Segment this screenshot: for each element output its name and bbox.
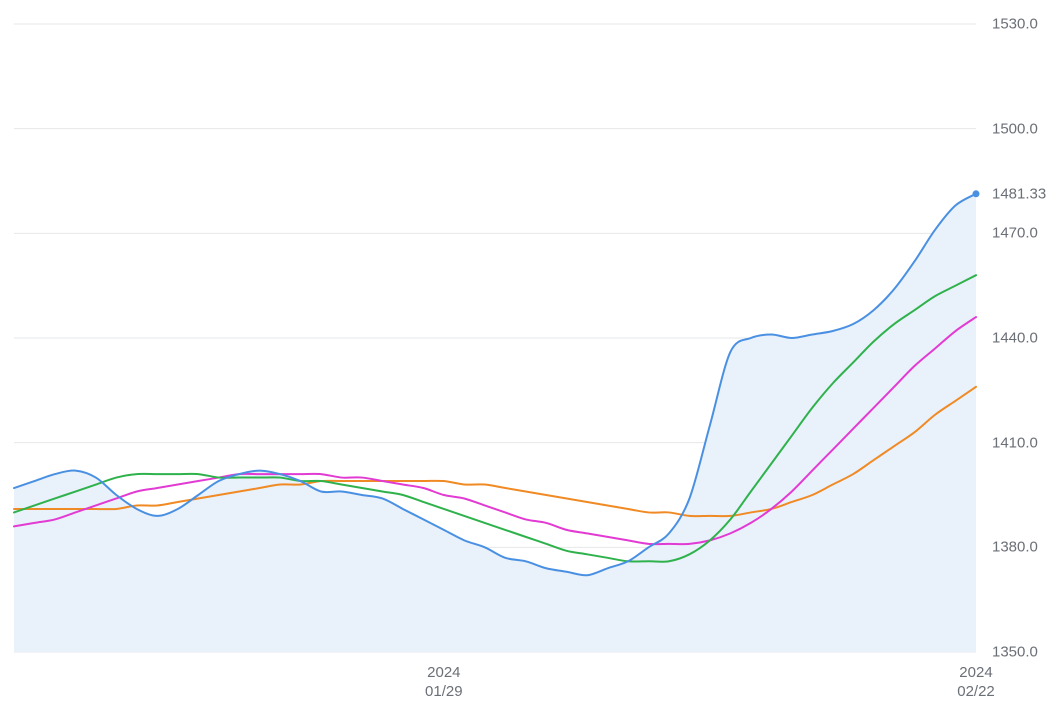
y-tick-label: 1350.0 <box>992 644 1038 661</box>
y-tick-label: 1380.0 <box>992 539 1038 556</box>
x-tick-date: 01/29 <box>425 683 463 700</box>
x-tick-year: 2024 <box>959 664 992 681</box>
line-chart: 1350.0 1380.0 1410.0 1440.0 1470.0 1500.0 1530… <box>0 0 1063 709</box>
y-tick-label: 1440.0 <box>992 330 1038 347</box>
y-tick-label: 1470.0 <box>992 225 1038 242</box>
y-tick-label: 1500.0 <box>992 120 1038 137</box>
series-fill-main <box>14 194 976 652</box>
chart-canvas <box>0 0 1063 709</box>
x-tick-label: 2024 01/29 <box>425 664 463 702</box>
series-last-value-label-main: 1481.33 <box>992 185 1046 202</box>
y-tick-label: 1530.0 <box>992 16 1038 33</box>
x-tick-date: 02/22 <box>957 683 995 700</box>
series-end-marker-main <box>973 190 980 197</box>
x-tick-label: 2024 02/22 <box>957 664 995 702</box>
y-tick-label: 1410.0 <box>992 434 1038 451</box>
x-tick-year: 2024 <box>427 664 460 681</box>
